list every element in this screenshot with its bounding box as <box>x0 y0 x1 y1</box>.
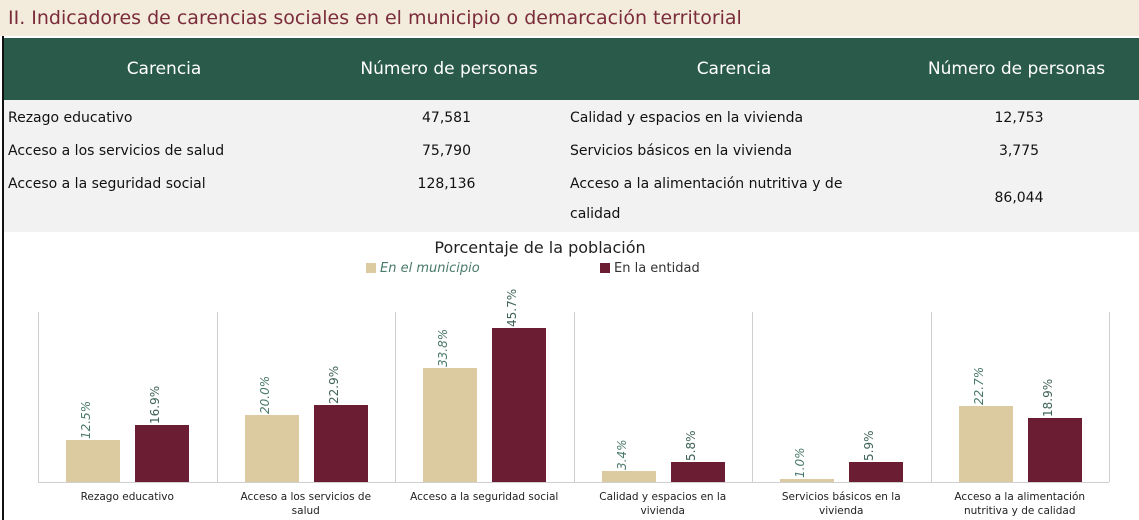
data-label: 33.8% <box>436 328 450 368</box>
data-label: 16.9% <box>148 385 162 425</box>
bar <box>492 328 546 482</box>
x-tick-label: Acceso a la seguridad social <box>410 491 559 503</box>
table-header: Carencia Número de personas Carencia Número… <box>4 38 1139 100</box>
bar <box>601 470 656 482</box>
column-header: Carencia <box>126 59 202 79</box>
legend-swatch <box>366 263 376 273</box>
data-label: 45.7% <box>505 288 519 327</box>
table-cell: Calidad y espacios en la vivienda <box>570 110 804 126</box>
legend-swatch <box>600 263 610 273</box>
x-tick-label: Servicios básicos en la vivienda <box>781 491 901 517</box>
table-cell: Rezago educativo <box>8 110 133 126</box>
data-label: 20.0% <box>257 375 272 414</box>
data-label: 5.9% <box>862 430 876 462</box>
table-cell: Acceso a los servicios de salud <box>8 143 225 159</box>
baseline <box>38 482 1109 483</box>
bar <box>780 478 834 482</box>
bar <box>66 439 120 482</box>
table-cell: 86,044 <box>994 190 1044 206</box>
table-cell: Acceso a la alimentación nutritiva y de … <box>570 176 843 222</box>
table-cell: 12,753 <box>994 110 1044 126</box>
legend-item: En el municipio <box>366 261 480 276</box>
left-border <box>2 36 4 520</box>
data-label: 22.9% <box>326 365 341 404</box>
x-tick-label: Calidad y espacios en la vivienda <box>599 491 727 517</box>
group-separator <box>573 312 575 482</box>
group-separator <box>216 312 218 482</box>
group-separator <box>1109 312 1110 482</box>
data-label: 5.8% <box>683 430 698 462</box>
data-label: 12.5% <box>79 400 93 439</box>
group-separator <box>930 312 932 482</box>
table-cell: 47,581 <box>422 110 471 126</box>
bar <box>670 462 725 482</box>
table-body: Rezago educativo 47,581 Calidad y espacios… <box>4 100 1139 232</box>
data-label: 1.0% <box>793 447 807 478</box>
group-separator <box>38 312 39 482</box>
data-label: 22.7% <box>971 366 986 405</box>
column-header: Número de personas <box>927 59 1106 79</box>
group-separator <box>395 312 396 482</box>
column-header: Número de personas <box>360 59 538 79</box>
bar <box>849 462 903 482</box>
table-cell: Servicios básicos en la vivienda <box>570 143 793 159</box>
data-label: 3.4% <box>614 439 629 470</box>
x-tick-label: Acceso a la alimentación nutritiva y de … <box>954 491 1086 517</box>
legend-item: En la entidad <box>600 261 700 276</box>
x-tick-label: Rezago educativo <box>80 491 174 503</box>
table-cell: 128,136 <box>417 176 476 192</box>
table-cell: 3,775 <box>998 143 1040 159</box>
section-title: II. Indicadores de carencias sociales en… <box>0 0 1139 36</box>
table-cell: 75,790 <box>422 143 471 159</box>
legend-label: En el municipio <box>380 261 480 276</box>
bar <box>423 368 477 482</box>
group-separator <box>752 312 753 482</box>
bar <box>313 404 368 482</box>
x-tick-label: Acceso a los servicios de salud <box>240 491 372 517</box>
bar <box>244 414 299 482</box>
table-cell: Acceso a la seguridad social <box>8 176 206 192</box>
bar <box>135 425 189 482</box>
bar <box>958 405 1013 482</box>
chart-title: Porcentaje de la población <box>434 238 646 257</box>
chart: Porcentaje de la población En el municip… <box>0 232 1139 520</box>
data-label: 18.9% <box>1040 379 1055 418</box>
bar <box>1027 418 1082 482</box>
column-header: Carencia <box>696 59 772 79</box>
legend-label: En la entidad <box>614 261 700 276</box>
